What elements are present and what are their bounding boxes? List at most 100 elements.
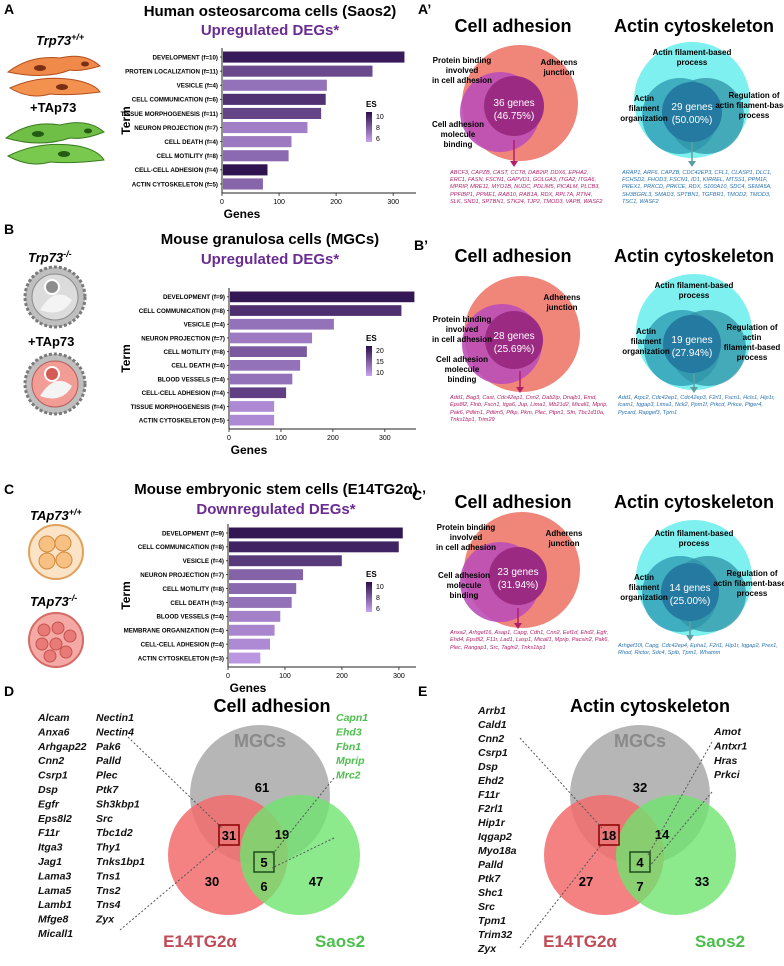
category-label-a: VESICLE (f=4) xyxy=(177,83,218,90)
category-label-a: CELL-CELL ADHESION (f=4) xyxy=(135,167,218,174)
adhesion-pct-a: (46.75%) xyxy=(494,111,535,122)
actin-pct-b: (27.94%) xyxy=(672,348,713,359)
actin-pct-a: (50.00%) xyxy=(672,115,713,126)
venn-e-count-e14-saos2: 7 xyxy=(636,879,643,894)
adherens-label-b: Adherens junction xyxy=(544,293,581,312)
category-label-c: CELL DEATH (f=3) xyxy=(170,600,224,607)
venn-d-saos2-label: Saos2 xyxy=(315,932,365,951)
venn-e-count-mgcs-only: 32 xyxy=(633,780,647,795)
x-tick-label-c: 0 xyxy=(226,673,230,680)
legend-tick-a: 10 xyxy=(376,114,384,121)
gene-name: Tns2 xyxy=(96,885,121,897)
gene-name: Nectin1 xyxy=(96,712,134,724)
actin-center-circle-a xyxy=(662,82,722,142)
category-label-a: DEVELOPMENT (f=10) xyxy=(153,54,219,61)
adherens-label-c: Adherens junction xyxy=(546,529,583,548)
venn-d-count-e14-mgcs: 31 xyxy=(222,828,236,843)
panel-d-center-genes: Capn1 Ehd3 Fbn1 Mprip Mrc2 xyxy=(336,712,368,782)
panel-e: E Actin cytoskeleton Arrb1 Cald1 Cnn2 Csrp1… xyxy=(418,683,747,955)
bar-c xyxy=(229,597,292,608)
adhesion-title-a: Cell adhesion xyxy=(454,16,571,36)
gene-name-shared: Prkci xyxy=(714,769,741,781)
panel-letter-a-prime: A’ xyxy=(418,1,431,17)
gene-name: Egfr xyxy=(38,798,60,810)
panel-letter-c: C xyxy=(4,481,14,497)
category-label-a: NEURON PROJECTION (f=7) xyxy=(134,125,218,132)
category-label-a: CELL MOTILITY (f=8) xyxy=(157,153,218,160)
adhesion-count-a: 36 genes xyxy=(493,98,534,109)
category-label-a: PROTEIN LOCALIZATION (f=11) xyxy=(125,68,218,75)
gene-name: Dsp xyxy=(38,784,58,796)
bar-a xyxy=(223,65,373,77)
adhesion-center-circle-b xyxy=(485,311,543,369)
y-axis-label-b: Term xyxy=(119,344,133,372)
x-axis-label-b: Genes xyxy=(231,443,268,457)
actin-left-label-a: Actin filament organization xyxy=(620,94,668,123)
panel-e-gene-column: Arrb1 Cald1 Cnn2 Csrp1 Dsp Ehd2 F11r F2rl1 Hip1r… xyxy=(477,705,517,955)
gene-name: Sh3kbp1 xyxy=(96,798,140,810)
venn-e-e14-label: E14TG2α xyxy=(543,932,617,951)
y-axis-label-c: Term xyxy=(119,581,133,609)
category-label-a: ACTIN CYTOSKELETON (f=5) xyxy=(132,181,218,188)
gene-name: Cnn2 xyxy=(38,755,64,767)
gene-name: Arrb1 xyxy=(477,705,506,717)
gene-name: Nectin4 xyxy=(96,726,134,738)
legend-colorbar-b xyxy=(366,346,372,376)
category-label-c: VESICLE (f=4) xyxy=(183,558,224,565)
gene-name: Cald1 xyxy=(478,719,507,731)
x-tick-label-c: 100 xyxy=(279,673,291,680)
gene-name: Cnn2 xyxy=(478,733,504,745)
panel-c-title: Mouse embryonic stem cells (E14TG2α) xyxy=(134,481,417,498)
gene-name-shared: Hras xyxy=(714,755,738,767)
bar-c xyxy=(229,624,275,636)
gene-name: Shc1 xyxy=(478,887,503,899)
legend-title-b: ES xyxy=(366,334,377,343)
osteosarcoma-cells-wt-image xyxy=(6,55,101,97)
bar-a xyxy=(223,122,308,134)
legend-tick-c: 6 xyxy=(376,606,380,613)
category-label-c: MEMBRANE ORGANIZATION (f=4) xyxy=(124,628,224,635)
panel-c: C Mouse embryonic stem cells (E14TG2α) D… xyxy=(4,481,418,695)
x-tick-label-a: 200 xyxy=(330,199,342,206)
venn-e-count-saos2-only: 33 xyxy=(695,874,709,889)
x-tick-label-b: 0 xyxy=(227,435,231,442)
panel-b-title: Mouse granulosa cells (MGCs) xyxy=(161,231,379,248)
panel-b-prime: B’ Cell adhesion 28 genes (25.69%) Adher… xyxy=(414,237,780,424)
actin-title-a: Actin cytoskeleton xyxy=(614,16,774,36)
x-axis-label-c: Genes xyxy=(230,681,267,695)
gene-name: Lama3 xyxy=(38,870,71,882)
bar-a xyxy=(223,178,263,190)
gene-name: Tns1 xyxy=(96,870,121,882)
panel-c-prime: C’ Cell adhesion 23 genes (31.94%) Adher… xyxy=(412,487,784,656)
category-label-b: NEURON PROJECTION (f=7) xyxy=(141,335,225,342)
granulosa-cell-ko-image xyxy=(23,265,87,329)
granulosa-cell-tap73-image xyxy=(23,352,87,416)
venn-e-count-center: 4 xyxy=(636,855,644,870)
gene-name-shared: Amot xyxy=(713,726,741,738)
venn-d-count-center: 5 xyxy=(260,855,267,870)
actin-pct-c: (25.00%) xyxy=(670,596,711,607)
gene-name: Src xyxy=(478,901,495,913)
bar-c xyxy=(229,555,342,567)
panel-letter-a: A xyxy=(4,1,14,17)
legend-colorbar-a xyxy=(366,112,372,142)
gene-name: Lamb1 xyxy=(38,899,72,911)
gene-name-shared: Fbn1 xyxy=(336,741,361,753)
gene-name: Thy1 xyxy=(96,842,121,854)
adhesion-gene-list-b: Add1, Bag3, Cast, Cdc42ep1, Cnn2, Dab2ip… xyxy=(450,395,608,424)
actin-gene-list-a: ARAP1, ARF6, CAPZB, CDC42EP3, CFL1, CLAS… xyxy=(622,170,772,205)
bar-c xyxy=(229,638,271,650)
adhesion-pct-c: (31.94%) xyxy=(498,580,539,591)
category-label-c: CELL COMMUNICATION (f=8) xyxy=(138,544,224,551)
panel-d: D Cell adhesion Alcam Anxa6 Arhgap22 Cnn2 Cs… xyxy=(4,683,368,951)
legend-title-a: ES xyxy=(366,100,377,109)
bar-b xyxy=(230,373,293,385)
protein-binding-label-a: Protein binding involved in cell adhesion xyxy=(432,56,492,85)
gene-name: Tns4 xyxy=(96,899,121,911)
category-label-b: BLOOD VESSELS (f=4) xyxy=(157,376,225,383)
venn-e-mgcs-label: MGCs xyxy=(614,731,666,751)
category-label-b: VESICLE (f=4) xyxy=(184,322,225,329)
gene-name: Iqgap2 xyxy=(478,831,512,843)
actin-title-b: Actin cytoskeleton xyxy=(614,246,774,266)
